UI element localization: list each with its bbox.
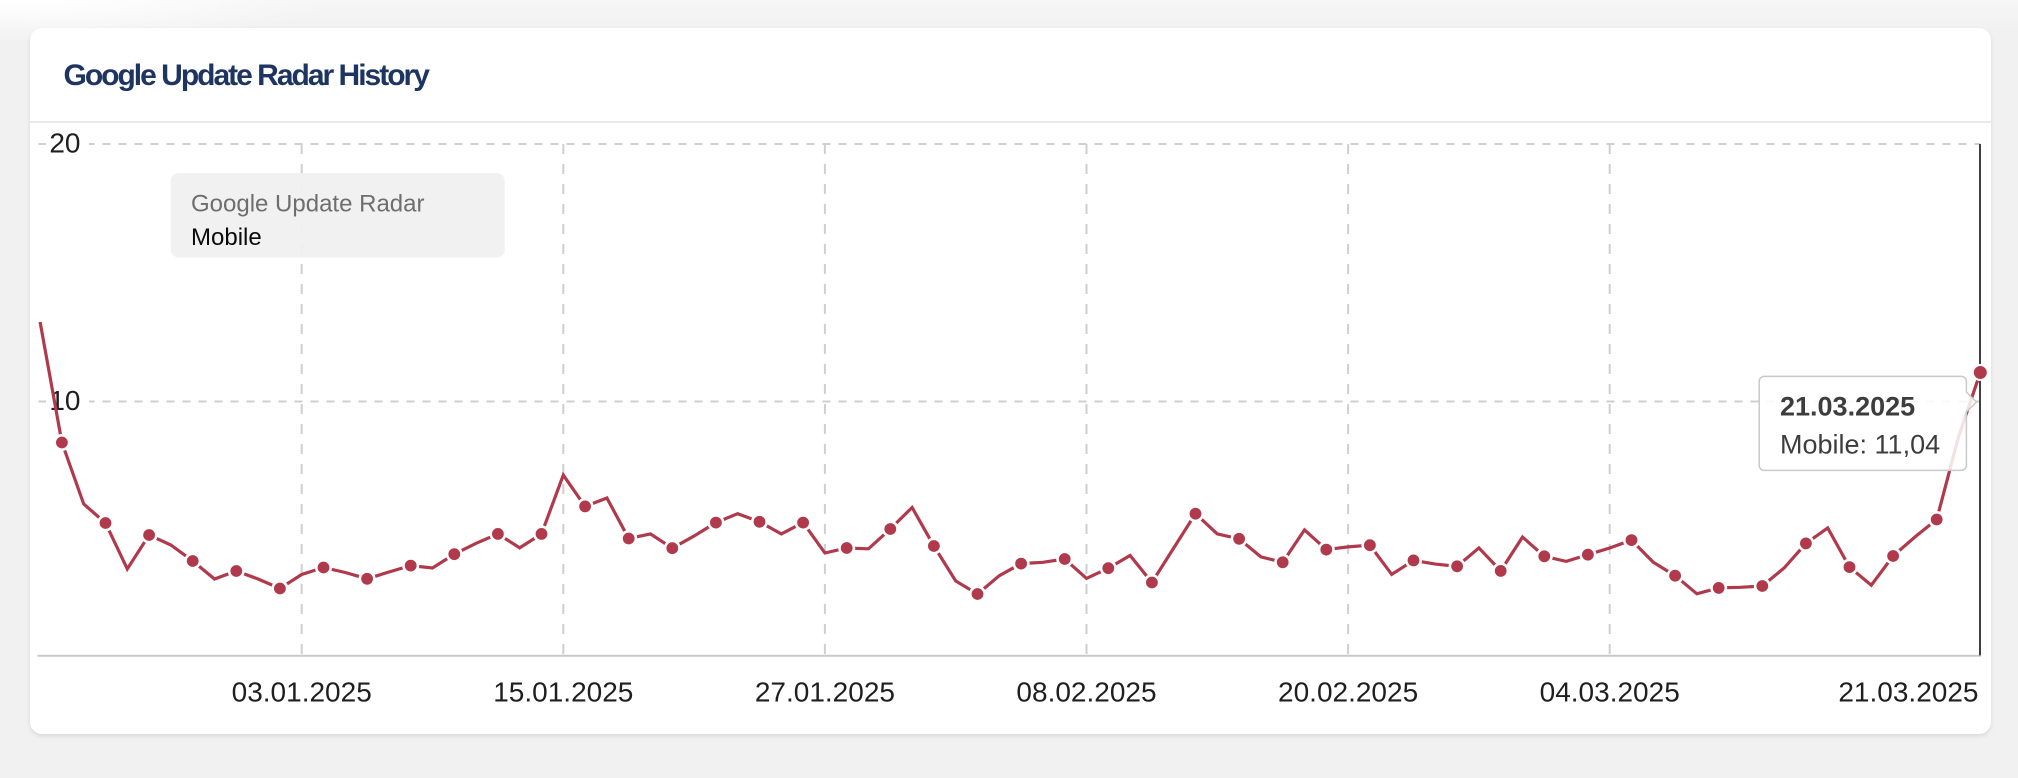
svg-text:04.03.2025: 04.03.2025 xyxy=(1540,677,1680,708)
svg-text:27.01.2025: 27.01.2025 xyxy=(755,677,895,708)
svg-text:20.02.2025: 20.02.2025 xyxy=(1278,677,1418,708)
svg-text:Google Update Radar History: Google Update Radar History xyxy=(64,59,431,92)
svg-text:Google Update Radar: Google Update Radar xyxy=(191,190,424,217)
svg-text:Mobile: Mobile xyxy=(191,224,262,251)
svg-text:03.01.2025: 03.01.2025 xyxy=(232,677,372,708)
svg-text:20: 20 xyxy=(49,127,80,158)
svg-text:Mobile: 11,04: Mobile: 11,04 xyxy=(1780,430,1940,460)
svg-text:21.03.2025: 21.03.2025 xyxy=(1780,392,1915,422)
svg-text:15.01.2025: 15.01.2025 xyxy=(493,677,633,708)
svg-text:21.03.2025: 21.03.2025 xyxy=(1838,677,1978,708)
svg-text:08.02.2025: 08.02.2025 xyxy=(1016,677,1156,708)
